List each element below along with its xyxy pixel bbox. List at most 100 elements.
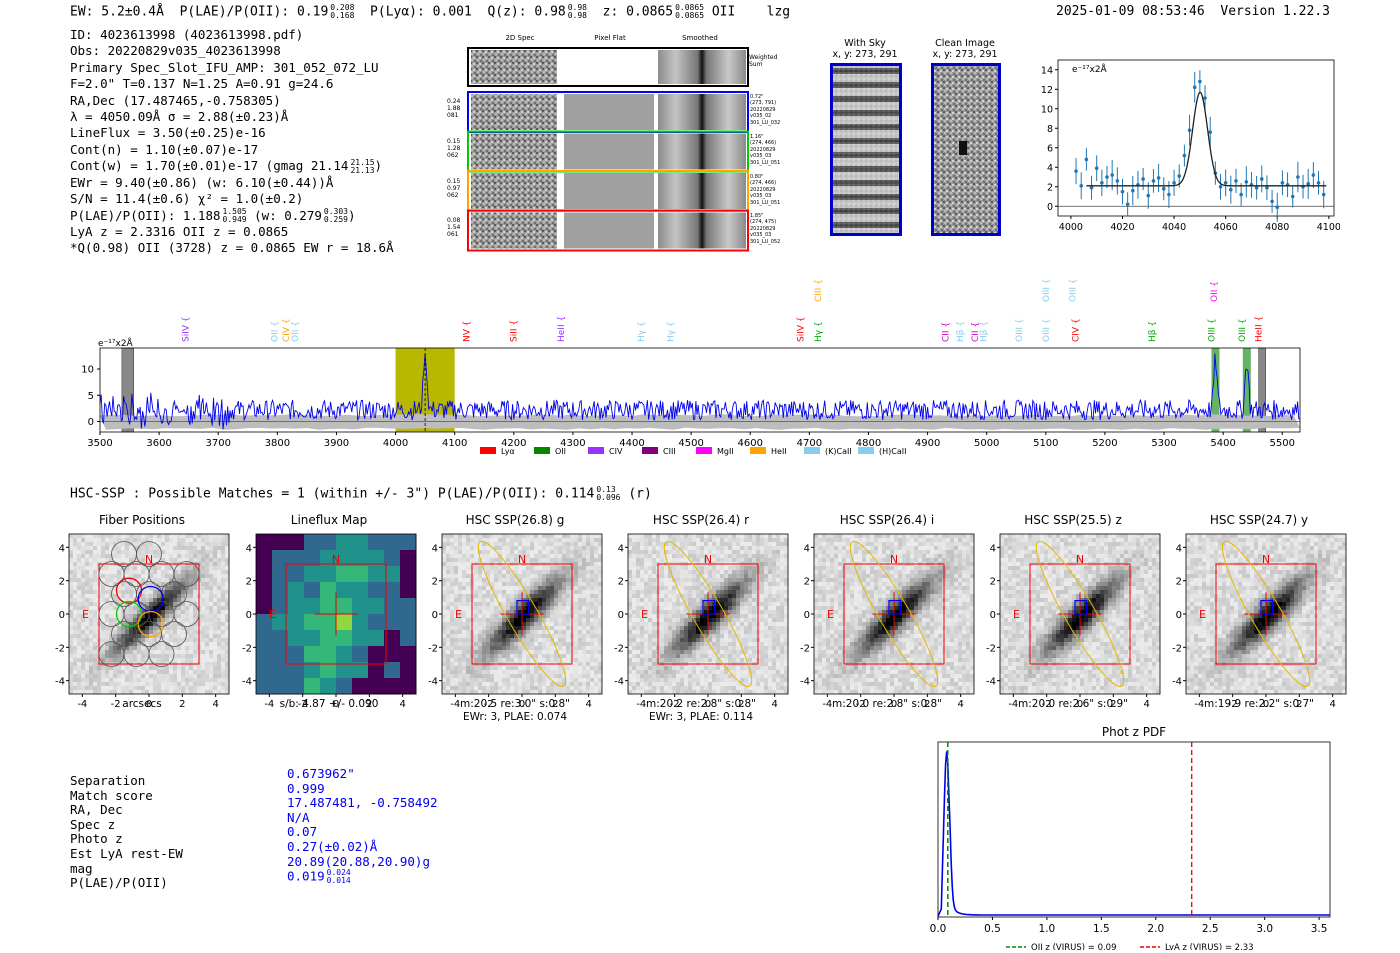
image-pixel [676, 686, 681, 691]
image-pixel [748, 590, 753, 595]
image-pixel [161, 546, 166, 551]
image-pixel [225, 590, 230, 595]
image-pixel [470, 670, 475, 675]
image-pixel [185, 598, 190, 603]
image-pixel [69, 690, 74, 695]
image-pixel [466, 666, 471, 671]
image-pixel [209, 690, 214, 695]
image-pixel [450, 594, 455, 599]
image-pixel [546, 554, 551, 559]
image-pixel [121, 658, 126, 663]
image-pixel [197, 670, 202, 675]
image-pixel [574, 630, 579, 635]
image-pixel [466, 650, 471, 655]
image-pixel [181, 542, 186, 547]
image-pixel [628, 582, 633, 587]
image-pixel [636, 606, 641, 611]
image-pixel [85, 598, 90, 603]
image-pixel [598, 634, 603, 639]
image-pixel [598, 626, 603, 631]
image-pixel [213, 610, 218, 615]
image-pixel [652, 550, 657, 555]
image-pixel [590, 578, 595, 583]
image-pixel [636, 594, 641, 599]
image-pixel [93, 690, 98, 695]
image-pixel [105, 578, 110, 583]
image-pixel [113, 582, 118, 587]
image-pixel [482, 574, 487, 579]
image-pixel [129, 630, 134, 635]
image-pixel [478, 630, 483, 635]
image-pixel [189, 590, 194, 595]
image-pixel [648, 566, 653, 571]
image-pixel [450, 642, 455, 647]
image-pixel [672, 570, 677, 575]
image-pixel [542, 590, 547, 595]
image-pixel [672, 546, 677, 551]
image-pixel [728, 630, 733, 635]
image-pixel [748, 610, 753, 615]
image-pixel [708, 642, 713, 647]
image-pixel [157, 598, 162, 603]
image-pixel [518, 574, 523, 579]
spectrum-line-label: OIII { [1207, 318, 1217, 342]
image-pixel [692, 550, 697, 555]
image-pixel [558, 586, 563, 591]
image-pixel [752, 674, 757, 679]
image-pixel [141, 638, 146, 643]
image-pixel [530, 642, 535, 647]
match-marker [516, 600, 530, 615]
image-pixel [518, 614, 523, 619]
image-pixel [518, 566, 523, 571]
image-pixel [213, 554, 218, 559]
image-pixel [542, 602, 547, 607]
image-pixel [636, 554, 641, 559]
image-pixel [117, 634, 122, 639]
image-pixel [566, 566, 571, 571]
image-pixel [724, 582, 729, 587]
image-pixel [85, 646, 90, 651]
image-pixel [69, 630, 74, 635]
image-pixel [656, 690, 661, 695]
image-pixel [205, 686, 210, 691]
image-pixel [582, 682, 587, 687]
image-pixel [628, 666, 633, 671]
image-pixel [121, 666, 126, 671]
image-pixel [474, 594, 479, 599]
image-pixel [474, 614, 479, 619]
image-pixel [193, 566, 198, 571]
image-pixel [478, 678, 483, 683]
image-pixel [566, 594, 571, 599]
image-pixel [732, 654, 737, 659]
image-pixel [125, 602, 130, 607]
image-pixel [728, 570, 733, 575]
image-pixel [582, 642, 587, 647]
image-pixel [169, 686, 174, 691]
cutout-row-left: 0.15 1.28 062 [447, 138, 461, 159]
image-pixel [189, 598, 194, 603]
image-pixel [165, 658, 170, 663]
image-pixel [141, 534, 146, 539]
image-pixel [518, 686, 523, 691]
image-pixel [692, 638, 697, 643]
image-pixel [632, 598, 637, 603]
image-pixel [69, 554, 74, 559]
cutout-row-right: 1.16" (274, 466) 20220829 v035_03 301_LU_051 [750, 134, 781, 166]
image-pixel [165, 542, 170, 547]
flux-cell [384, 550, 401, 567]
x-tick-label: 2 [179, 699, 185, 708]
image-pixel [169, 578, 174, 583]
image-pixel [490, 534, 495, 539]
image-pixel [752, 602, 757, 607]
image-pixel [752, 658, 757, 663]
image-pixel [582, 550, 587, 555]
image-pixel [554, 546, 559, 551]
image-pixel [201, 582, 206, 587]
image-pixel [113, 634, 118, 639]
image-pixel [149, 558, 154, 563]
image-pixel [740, 598, 745, 603]
spectrum-xtick-label: 4000 [383, 438, 408, 449]
image-pixel [550, 550, 555, 555]
image-pixel [594, 538, 599, 543]
image-pixel [81, 642, 86, 647]
